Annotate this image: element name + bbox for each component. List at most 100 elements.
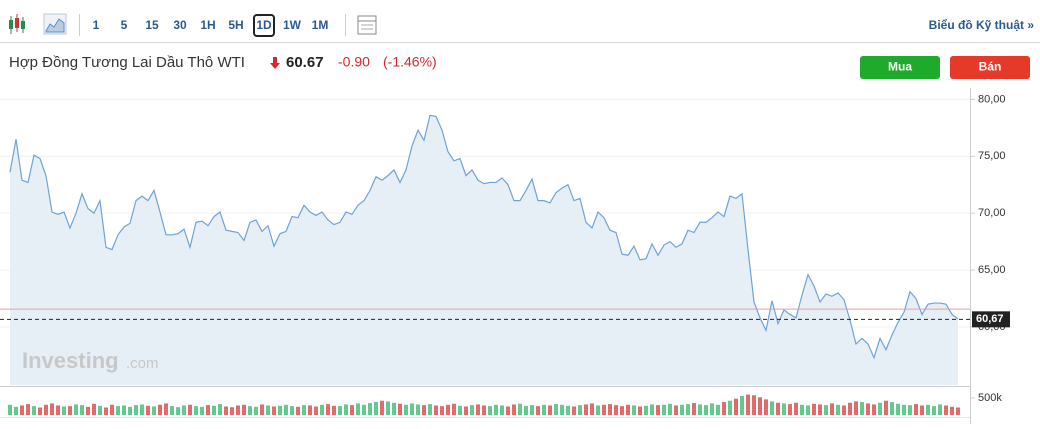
volume-bar xyxy=(458,405,462,415)
volume-bar xyxy=(578,405,582,415)
volume-bar xyxy=(932,406,936,415)
volume-bar xyxy=(356,403,360,415)
volume-bar xyxy=(680,404,684,415)
y-tick-label: 70,00 xyxy=(978,207,1006,219)
interval-button[interactable]: 1W xyxy=(283,18,302,32)
volume-bar xyxy=(494,404,498,415)
volume-bar xyxy=(302,405,306,415)
volume-tick-label: 500k xyxy=(978,392,1002,404)
volume-bar xyxy=(218,404,222,415)
volume-bar xyxy=(176,407,180,415)
volume-bar xyxy=(416,404,420,415)
sell-button[interactable] xyxy=(950,56,1030,79)
interval-button[interactable]: 1 xyxy=(93,18,100,32)
volume-bar xyxy=(584,404,588,415)
volume-bar xyxy=(422,405,426,415)
volume-bar xyxy=(776,402,780,415)
volume-bar xyxy=(950,406,954,415)
volume-bar xyxy=(464,406,468,415)
volume-bar xyxy=(812,403,816,415)
volume-bar xyxy=(482,405,486,415)
interval-button[interactable]: 5 xyxy=(121,18,128,32)
volume-bar xyxy=(548,405,552,415)
buy-button[interactable] xyxy=(860,56,940,79)
volume-bar xyxy=(890,402,894,415)
volume-bar xyxy=(110,404,114,415)
volume-bar xyxy=(20,405,24,415)
volume-bar xyxy=(242,404,246,415)
volume-bar xyxy=(908,405,912,415)
volume-bar xyxy=(590,403,594,415)
volume-bar xyxy=(320,404,324,415)
volume-bar xyxy=(50,403,54,415)
volume-bar xyxy=(956,407,960,415)
volume-bar xyxy=(308,405,312,415)
volume-bar xyxy=(926,404,930,415)
volume-bar xyxy=(818,404,822,415)
volume-bar xyxy=(656,405,660,415)
volume-bar xyxy=(488,406,492,415)
volume-bar xyxy=(248,406,252,415)
volume-bar xyxy=(800,404,804,415)
volume-bar xyxy=(368,403,372,415)
y-tick-label: 75,00 xyxy=(978,150,1006,162)
volume-bar xyxy=(212,405,216,415)
volume-bar xyxy=(410,403,414,415)
volume-bar xyxy=(704,405,708,415)
price: 60.67 xyxy=(286,54,324,71)
volume-bar xyxy=(746,394,750,415)
volume-bar xyxy=(92,403,96,415)
table-icon[interactable] xyxy=(357,15,377,35)
volume-bar xyxy=(374,402,378,415)
volume-bar xyxy=(824,405,828,415)
volume-bar xyxy=(866,403,870,415)
buy-label[interactable]: Mua xyxy=(888,60,912,74)
volume-bar xyxy=(716,404,720,415)
volume-bar xyxy=(440,406,444,415)
technical-chart-link[interactable]: Biểu đồ Kỹ thuật » xyxy=(929,18,1035,32)
volume-bar xyxy=(428,404,432,415)
volume-bar xyxy=(128,406,132,415)
interval-button[interactable]: 15 xyxy=(145,18,159,32)
volume-bar xyxy=(638,406,642,415)
volume-bar xyxy=(842,405,846,415)
volume-bar xyxy=(566,405,570,415)
volume-bar xyxy=(782,403,786,415)
interval-button[interactable]: 30 xyxy=(173,18,187,32)
sell-label[interactable]: Bán xyxy=(979,60,1002,74)
volume-bar xyxy=(152,406,156,415)
volume-bar xyxy=(734,398,738,415)
current-price-label: 60,67 xyxy=(976,313,1004,325)
price-change-percent: (-1.46%) xyxy=(383,54,437,70)
selected-interval-box xyxy=(253,14,275,37)
volume-bar xyxy=(386,401,390,415)
volume-bar xyxy=(626,404,630,415)
volume-bar xyxy=(170,406,174,415)
volume-bar xyxy=(182,405,186,415)
volume-bar xyxy=(56,405,60,415)
volume-bar xyxy=(572,406,576,415)
volume-bar xyxy=(230,407,234,415)
volume-bar xyxy=(278,405,282,415)
area-icon[interactable] xyxy=(43,13,67,35)
price-change: -0.90 xyxy=(338,54,370,70)
volume-bar xyxy=(296,406,300,415)
interval-button[interactable]: 1D xyxy=(256,18,272,32)
volume-bar xyxy=(446,404,450,415)
volume-bar xyxy=(452,403,456,415)
volume-bar xyxy=(506,406,510,415)
candle-icon[interactable] xyxy=(9,14,25,34)
volume-bar xyxy=(68,406,72,415)
volume-bar xyxy=(878,402,882,415)
volume-bar xyxy=(194,406,198,415)
interval-button[interactable]: 1H xyxy=(200,18,215,32)
volume-bar xyxy=(338,406,342,415)
volume-bar xyxy=(38,407,42,415)
volume-bar xyxy=(140,404,144,415)
interval-button[interactable]: 5H xyxy=(228,18,243,32)
interval-button[interactable]: 1M xyxy=(312,18,329,32)
current-price-box xyxy=(972,311,1010,328)
